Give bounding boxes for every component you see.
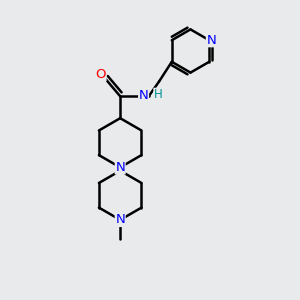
Text: N: N bbox=[115, 161, 125, 174]
Text: N: N bbox=[139, 89, 148, 102]
Text: O: O bbox=[95, 68, 106, 81]
Text: N: N bbox=[206, 34, 216, 47]
Text: H: H bbox=[154, 88, 163, 101]
Text: N: N bbox=[115, 213, 125, 226]
